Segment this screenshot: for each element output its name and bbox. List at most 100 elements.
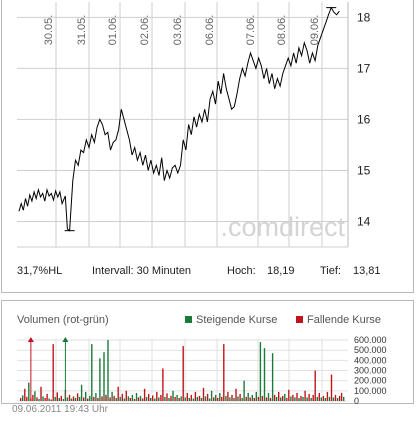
volume-bar xyxy=(28,382,30,401)
volume-bar xyxy=(332,397,335,401)
volume-bar xyxy=(133,399,136,401)
y-tick-label: 14 xyxy=(357,214,371,228)
volume-bar xyxy=(223,344,225,401)
volume-bar xyxy=(107,340,109,401)
vol-y-tick-label: 600.000 xyxy=(354,335,387,345)
volume-bar xyxy=(87,398,89,401)
volume-y-tick-labels: 0100.000200.000300.000400.000500.000600.… xyxy=(354,335,387,406)
volume-bar xyxy=(174,396,176,401)
volume-bar xyxy=(243,380,245,401)
legend-up: Steigende Kurse xyxy=(185,314,277,326)
volume-bar xyxy=(127,396,130,401)
comdirect-watermark: .comdirect xyxy=(220,212,345,242)
price-grid xyxy=(17,2,349,248)
volume-bar xyxy=(263,348,266,401)
volume-bar xyxy=(265,397,268,401)
volume-bar xyxy=(235,388,237,401)
volume-bar xyxy=(306,397,308,401)
volume-bars xyxy=(20,340,345,401)
volume-bar xyxy=(150,398,152,401)
x-tick-label: 09.06. xyxy=(309,15,321,46)
volume-bar xyxy=(26,396,28,401)
volume-bar xyxy=(119,396,121,401)
high-value: 18,19 xyxy=(267,265,295,277)
volume-bar xyxy=(125,390,127,401)
x-tick-label: 02.06. xyxy=(139,15,151,46)
volume-bar xyxy=(316,396,318,401)
volume-bar xyxy=(123,398,125,401)
volume-bar xyxy=(76,393,79,401)
vol-y-tick-label: 400.000 xyxy=(354,355,387,365)
volume-bar xyxy=(52,344,54,401)
volume-bar xyxy=(196,396,199,401)
volume-bar xyxy=(292,394,294,401)
overflow-arrow xyxy=(62,337,69,342)
volume-bar xyxy=(221,396,223,401)
volume-bar xyxy=(80,384,83,401)
volume-bar xyxy=(233,398,235,401)
volume-bar xyxy=(139,395,142,401)
price-chart: 30.05. 31.05. 01.06. 02.06. 03.06. 06.06. 07.0… xyxy=(17,2,371,248)
volume-bar xyxy=(46,393,48,401)
volume-bar xyxy=(166,393,168,401)
volume-bar xyxy=(74,398,77,401)
vol-y-tick-label: 0 xyxy=(354,396,359,406)
volume-bar xyxy=(115,398,117,401)
volume-bar xyxy=(42,396,44,401)
volume-bar xyxy=(241,398,243,401)
volume-bar xyxy=(158,397,160,401)
volume-bar xyxy=(56,392,58,401)
volume-bar xyxy=(257,396,260,401)
volume-bar xyxy=(129,398,132,401)
volume-bar xyxy=(194,391,197,401)
volume-bar xyxy=(237,396,239,401)
volume-bar xyxy=(302,396,304,401)
volume-bar xyxy=(168,398,170,401)
volume-bar xyxy=(66,397,69,401)
volume-bar xyxy=(202,387,205,401)
volume-bar xyxy=(160,394,162,401)
volume-bar xyxy=(198,395,201,401)
volume-bar xyxy=(294,397,296,401)
volume-bar xyxy=(180,396,182,401)
volume-bar xyxy=(103,352,105,401)
volume-bar xyxy=(162,368,164,401)
volume-bar xyxy=(308,393,310,401)
legend-down: Fallende Kurse xyxy=(296,314,381,326)
volume-bar xyxy=(105,394,107,401)
high-label: Hoch: xyxy=(227,265,256,277)
volume-bar xyxy=(36,397,38,401)
volume-bar xyxy=(267,392,270,401)
hl-stat: 31,7%HL xyxy=(17,265,63,277)
volume-bar xyxy=(261,395,264,401)
vol-y-tick-label: 200.000 xyxy=(354,376,387,386)
volume-bar xyxy=(72,396,75,401)
volume-bar xyxy=(318,392,320,401)
y-tick-label: 15 xyxy=(357,163,371,177)
volume-bar xyxy=(314,370,316,401)
volume-bar xyxy=(219,392,221,401)
volume-bar xyxy=(20,398,22,401)
volume-bar xyxy=(251,394,253,401)
volume-bar xyxy=(83,397,85,401)
volume-bar xyxy=(148,393,150,401)
volume-bar xyxy=(143,388,146,401)
price-x-tick-labels: 30.05. 31.05. 01.06. 02.06. 03.06. 06.06. 07.0… xyxy=(43,15,321,46)
volume-bar xyxy=(24,388,26,401)
volume-bar xyxy=(99,358,101,401)
volume-bar xyxy=(141,398,144,401)
volume-bar xyxy=(310,398,312,401)
volume-bar xyxy=(343,396,345,401)
vol-y-tick-label: 500.000 xyxy=(354,345,387,355)
volume-bar xyxy=(312,394,314,401)
volume-bar xyxy=(178,398,180,401)
volume-bar xyxy=(113,395,115,401)
volume-bar xyxy=(334,394,337,401)
legend-down-label: Fallende Kurse xyxy=(307,314,381,326)
volume-bar xyxy=(330,374,333,401)
volume-bar xyxy=(170,395,172,401)
x-tick-label: 01.06. xyxy=(107,15,119,46)
volume-bar xyxy=(192,398,195,401)
volume-bar xyxy=(54,396,56,401)
